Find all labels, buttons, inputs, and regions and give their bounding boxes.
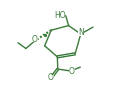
Text: O: O: [32, 35, 38, 44]
Bar: [55, 13, 65, 18]
Bar: [48, 75, 54, 80]
Text: O: O: [48, 73, 54, 82]
Bar: [69, 69, 75, 74]
Bar: [78, 30, 84, 36]
Bar: [32, 36, 38, 42]
Text: N: N: [78, 28, 84, 37]
Text: HO: HO: [54, 11, 65, 20]
Text: O: O: [69, 67, 75, 76]
